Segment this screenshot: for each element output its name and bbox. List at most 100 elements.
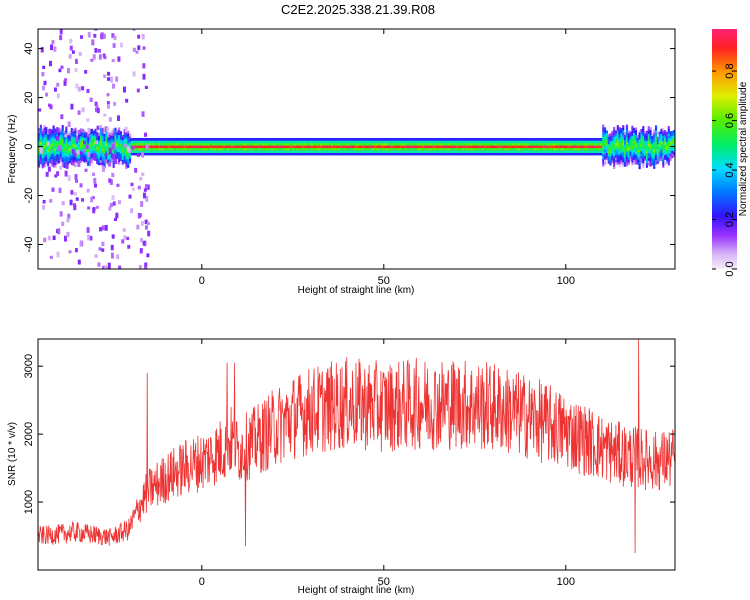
spectrogram-cell (571, 147, 574, 151)
spectrogram-cell (261, 145, 264, 149)
spectrogram-cell (365, 145, 368, 149)
spectrogram-cell (556, 152, 559, 156)
spectrogram-cell (602, 149, 605, 152)
spectrogram-cell (625, 153, 628, 157)
spectrogram-cell (549, 140, 552, 144)
spectrogram-cell (205, 147, 208, 151)
spectrogram-cell (560, 152, 563, 156)
spectrogram-cell (90, 128, 93, 132)
spectrogram-cell (667, 138, 670, 141)
spectrogram-cell (427, 137, 430, 141)
spectrogram-cell (309, 145, 312, 149)
spectrogram-cell (471, 150, 474, 153)
spectrogram-cell (653, 153, 656, 157)
spectrogram-cell (602, 163, 605, 167)
spectrogram-cell (349, 140, 352, 144)
spectrogram-cell (136, 137, 139, 141)
spectrogram-cell (589, 142, 592, 146)
spectrogram-cell (594, 137, 598, 141)
spectrogram-cell (74, 134, 77, 138)
spectrogram-cell (101, 135, 104, 138)
spectrogram-cell (276, 140, 279, 144)
spectrogram-cell (209, 137, 212, 141)
spectrogram-cell (565, 145, 568, 149)
spectrogram-cell (618, 149, 621, 152)
spectrogram-cell (106, 100, 110, 105)
spectrogram-cell (472, 142, 476, 146)
spectrogram-cell (607, 136, 610, 140)
spectrogram-cell (102, 33, 106, 39)
spectrogram-cell (114, 154, 117, 158)
spectrogram-cell (616, 127, 619, 131)
spectrogram-cell (58, 136, 61, 140)
spectrogram-cell (54, 152, 57, 156)
spectrogram-cell (66, 231, 70, 238)
spectrogram-cell (41, 85, 45, 91)
spectrogram-cell (602, 144, 605, 147)
spectrogram-cell (227, 145, 230, 149)
spectrogram-cell (389, 150, 392, 153)
spectrogram-cell (633, 154, 636, 158)
spectrogram-cell (48, 158, 52, 161)
spectrogram-cell (108, 147, 112, 152)
spectrogram-cell (122, 228, 126, 232)
spectrogram-cell (482, 150, 485, 153)
spectrogram-cell (394, 150, 397, 153)
spectrogram-cell (614, 154, 618, 158)
spectrogram-cell (79, 140, 82, 144)
spectrogram-cell (63, 162, 66, 166)
spectrogram-cell (423, 150, 426, 153)
spectrogram-cell (658, 151, 661, 155)
spectrogram-cell (598, 140, 601, 144)
spectrogram-cell (41, 158, 44, 161)
spectrogram-cell (137, 34, 141, 39)
spectrogram-cell (616, 130, 619, 133)
spectrogram-cell (58, 128, 62, 132)
spectrogram-cell (141, 140, 144, 144)
spectrogram-cell (458, 147, 461, 151)
spectrogram-frame (37, 28, 676, 270)
spectrogram-cell (298, 145, 301, 149)
colorbar-ticks: 0.00.20.40.60.8 (712, 63, 737, 277)
spectrogram-cell (142, 192, 146, 199)
spectrogram-cell (604, 134, 607, 138)
spectrogram-cell (53, 87, 57, 92)
spectrogram-cell (562, 147, 565, 151)
spectrogram-cell (47, 146, 50, 150)
spectrogram-cell (169, 152, 172, 156)
spectrogram-cell (218, 137, 221, 141)
spectrogram-cell (41, 71, 45, 77)
spectrogram-cell (618, 144, 621, 148)
spectrogram-cell (229, 145, 232, 149)
spectrogram-cell (38, 147, 41, 151)
spectrogram-cell (594, 145, 598, 149)
spectrogram-cell (296, 150, 299, 153)
spectrogram-cell (79, 147, 82, 151)
spectrogram-cell (329, 150, 332, 153)
spectrogram-cell (611, 130, 614, 134)
spectrogram-cell (194, 150, 197, 153)
spectrogram-cell (39, 156, 42, 160)
spectrogram-cell (476, 150, 479, 153)
spectrogram-cell (514, 142, 517, 146)
spectrogram-cell (54, 160, 57, 164)
spectrogram-cell (633, 127, 636, 131)
spectrogram-cell (423, 147, 426, 151)
spectrogram-cell (54, 174, 58, 178)
spectrogram-cell (576, 145, 579, 149)
spectrogram-cell (634, 151, 638, 155)
spectrogram-cell (276, 137, 279, 141)
spectrogram-cell (491, 137, 494, 141)
spectrogram-cell (303, 152, 306, 156)
spectrogram-cell (361, 140, 365, 144)
spectrogram-cell (172, 145, 175, 149)
spectrogram-cell (449, 147, 452, 151)
spectrogram-cell (602, 156, 605, 160)
spectrogram-cell (165, 145, 168, 149)
spectrogram-cell (356, 150, 359, 153)
spectrogram-cell (47, 156, 50, 160)
spectrogram-cell (45, 134, 48, 138)
spectrogram-cell (201, 150, 204, 153)
spectrogram-cell (551, 145, 554, 149)
spectrogram-cell (511, 150, 514, 153)
